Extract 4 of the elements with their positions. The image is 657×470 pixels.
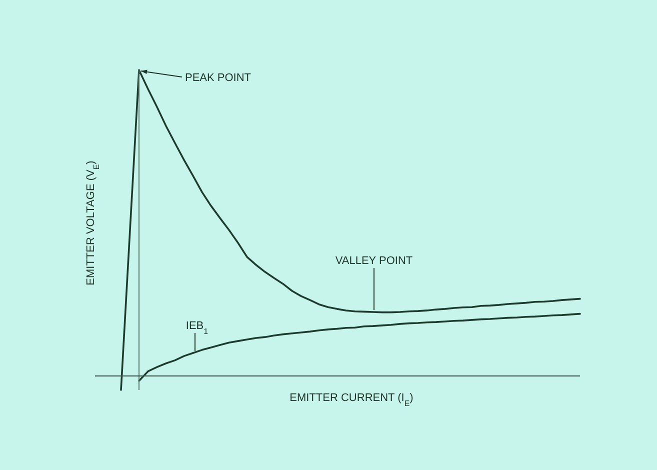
annotation: IEB$_{1}$ [186,320,209,336]
annotation: PEAK POINT [185,72,252,84]
annotation: VALLEY POINT [335,255,413,267]
x-axis-title: EMITTER CURRENT (I$_{E}$) [290,392,414,408]
